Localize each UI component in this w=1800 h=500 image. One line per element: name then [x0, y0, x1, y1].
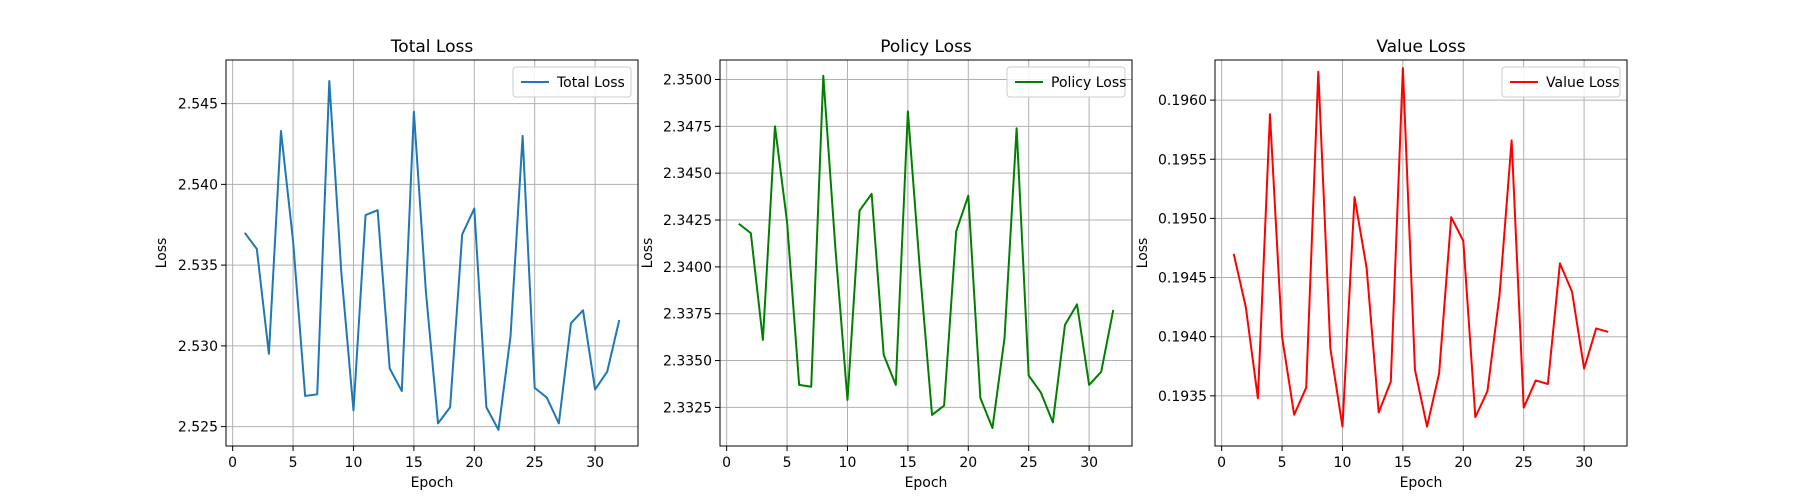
x-tick-label: 25: [1515, 455, 1533, 471]
x-tick-label: 20: [959, 455, 977, 471]
x-tick-label: 25: [1020, 455, 1038, 471]
y-tick-label: 2.535: [178, 258, 218, 274]
plot-frame: [225, 59, 639, 447]
y-tick-label: 2.3325: [663, 400, 712, 416]
y-tick-label: 2.3475: [663, 119, 712, 135]
x-axis-label: Epoch: [411, 475, 454, 491]
y-tick-label: 2.3400: [663, 260, 712, 276]
chart-title: Value Loss: [1376, 37, 1466, 57]
chart-panel-3: 0 5 10 15 20 25 30 0.1935 0.1940 0.1945 0.1950 0.19…: [1135, 37, 1628, 491]
legend-label: Policy Loss: [1051, 75, 1126, 91]
legend: Value Loss: [1501, 66, 1621, 98]
x-tick-label: 10: [839, 455, 857, 471]
legend-label: Total Loss: [556, 75, 625, 91]
x-tick-label: 30: [1080, 455, 1098, 471]
x-tick-label: 15: [899, 455, 917, 471]
x-tick-label: 10: [345, 455, 363, 471]
series-line-value-loss: [1232, 67, 1609, 428]
x-tick-label: 0: [722, 455, 731, 471]
x-tick-label: 0: [228, 455, 237, 471]
series-line-policy-loss: [738, 74, 1115, 430]
legend-box: [1006, 66, 1126, 98]
x-tick-label: 25: [526, 455, 544, 471]
x-tick-label: 20: [1454, 455, 1472, 471]
x-axis-label: Epoch: [905, 475, 948, 491]
y-tick-label: 2.3375: [663, 307, 712, 323]
legend: Policy Loss: [1006, 66, 1126, 98]
legend-box: [512, 66, 632, 98]
y-tick-label: 0.1945: [1158, 271, 1207, 287]
x-tick-label: 10: [1334, 455, 1352, 471]
x-tick-label: 30: [1575, 455, 1593, 471]
chart-panel-2: 0 5 10 15 20 25 30 2.3325 2.3350 2.3375 2.3400 2.34…: [640, 37, 1133, 491]
y-axis-label: Loss: [1135, 238, 1151, 269]
plot-frame: [1214, 59, 1628, 447]
chart-title: Total Loss: [390, 37, 474, 57]
y-tick-label: 2.540: [178, 177, 218, 193]
y-tick-label: 2.545: [178, 97, 218, 113]
y-axis-label: Loss: [154, 238, 170, 269]
x-tick-label: 5: [1278, 455, 1287, 471]
y-tick-label: 2.3350: [663, 354, 712, 370]
y-tick-label: 0.1950: [1158, 211, 1207, 227]
x-tick-label: 20: [465, 455, 483, 471]
y-tick-label: 0.1955: [1158, 152, 1207, 168]
legend: Total Loss: [512, 66, 632, 98]
y-tick-label: 2.3450: [663, 166, 712, 182]
x-tick-label: 15: [1394, 455, 1412, 471]
x-tick-label: 5: [289, 455, 298, 471]
y-tick-label: 0.1960: [1158, 93, 1207, 109]
y-axis-label: Loss: [640, 238, 656, 269]
series-line-total-loss: [243, 80, 621, 431]
x-tick-label: 15: [405, 455, 423, 471]
y-tick-label: 2.525: [178, 420, 218, 436]
y-tick-label: 2.530: [178, 339, 218, 355]
x-tick-label: 0: [1217, 455, 1226, 471]
x-tick-label: 30: [586, 455, 604, 471]
chart-panel-1: 0 5 10 15 20 25 30 2.525 2.530 2.535 2.540 2.545 Tot…: [154, 37, 639, 491]
legend-box: [1501, 66, 1621, 98]
legend-label: Value Loss: [1546, 75, 1620, 91]
chart-title: Policy Loss: [880, 37, 972, 57]
plot-frame: [719, 59, 1133, 447]
x-axis-label: Epoch: [1400, 475, 1443, 491]
y-tick-label: 0.1940: [1158, 330, 1207, 346]
x-tick-label: 5: [783, 455, 792, 471]
y-tick-label: 2.3500: [663, 72, 712, 88]
y-tick-label: 0.1935: [1158, 389, 1207, 405]
y-tick-label: 2.3425: [663, 213, 712, 229]
